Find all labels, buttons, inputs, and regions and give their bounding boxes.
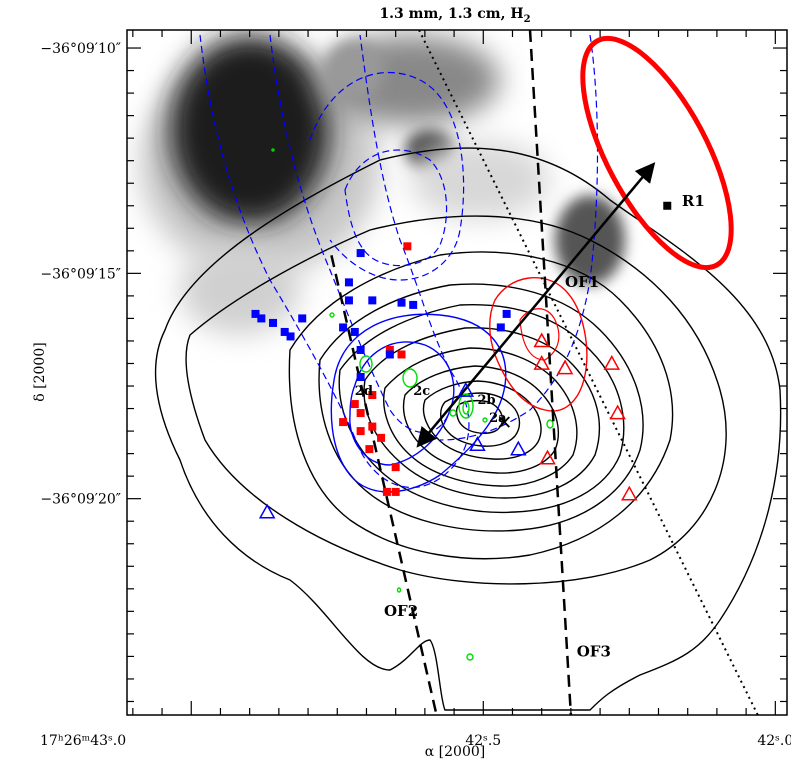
x-tick-label-2: 42ˢ.0 [757,733,791,749]
blue-square-15 [280,327,289,336]
chart-title: 1.3 mm, 1.3 cm, H2 [379,6,530,25]
blue-square-16 [286,332,295,341]
red-square-8 [356,427,365,436]
label-2c: 2c [413,384,430,399]
blue-square-18 [385,350,394,359]
red-square-4 [350,400,359,409]
chart-title-main: 1.3 mm, 1.3 cm, H [379,6,523,22]
red-square-12 [382,487,391,496]
outflow-axis-of3 [528,30,573,715]
blue-square-3 [397,298,406,307]
red-square-9 [377,433,386,442]
cross-marker [498,416,510,428]
source-markers [251,201,672,519]
red-square-3 [368,391,377,400]
red-triangle-5 [539,449,556,465]
label-of1: OF1 [565,273,599,291]
red-contours [489,35,734,412]
blue-triangle-2 [510,440,527,456]
x-tick-label-0: 17ʰ26ᵐ43ˢ.0 [40,733,126,749]
blue-square-17 [356,373,365,382]
red-triangle-6 [621,485,638,501]
h2-greyscale [140,35,625,335]
blue-square-0 [356,249,365,258]
label-of3: OF3 [577,642,611,660]
blue-square-2 [368,296,377,305]
y-tick-label-0: −36°09′10″ [40,41,121,57]
x-axis-label: α [2000] [425,744,485,760]
outflow-axes [330,30,759,715]
label-2b: 2b [477,393,495,408]
blue-triangle-1 [469,436,486,451]
x-tick-label-1: 42ˢ.5 [465,733,501,749]
blue-square-6 [496,323,505,332]
blue-square-7 [344,296,353,305]
y-axis-label: δ [2000] [32,342,48,401]
red-square-11 [391,463,400,472]
y-tick-label-2: −36°09′20″ [40,492,121,508]
blue-triangle-0 [457,381,475,397]
blue-square-8 [339,323,348,332]
outflow-axis-of2 [330,255,438,715]
blue-square-14 [251,309,260,318]
tick-labels: 17ʰ26ᵐ43ˢ.0 42ˢ.5 42ˢ.0 −36°09′10″ −36°09′15… [40,41,791,749]
blue-square-11 [298,314,307,323]
red-square-6 [339,418,348,427]
red-square-0 [403,242,412,251]
blue-square-1 [344,278,353,287]
red-square-7 [368,422,377,431]
red-square-2 [397,350,406,359]
blue-triangle-3 [258,503,276,519]
red-square-13 [391,487,400,496]
outflow-axis-dotted [418,30,759,715]
y-tick-label-1: −36°09′15″ [40,266,121,282]
red-square-5 [356,409,365,418]
axis-ticks [127,30,787,715]
label-r1: R1 [682,192,705,210]
label-2d: 2d [355,384,373,399]
blue-square-12 [269,318,278,327]
blue-square-4 [409,300,418,309]
red-square-1 [385,345,394,354]
source-labels: R1 OF1 OF2 OF3 2d 2c 2b 2a [355,192,705,661]
chart-title-sub: 2 [524,14,531,25]
outflow-axis-of1 [416,162,656,448]
red-triangle-3 [603,354,621,370]
red-triangle-2 [556,359,574,375]
red-triangle-1 [533,354,550,370]
plot-frame [126,29,788,716]
red-triangle-4 [609,404,626,420]
blue-square-5 [502,309,511,318]
blue-square-10 [356,345,365,354]
red-triangle-0 [533,332,550,348]
red-square-10 [365,445,374,454]
r1-marker [663,201,672,210]
label-of2: OF2 [384,602,418,620]
blue-square-13 [257,314,266,323]
blue-square-9 [350,327,359,336]
label-2a: 2a [489,411,507,426]
